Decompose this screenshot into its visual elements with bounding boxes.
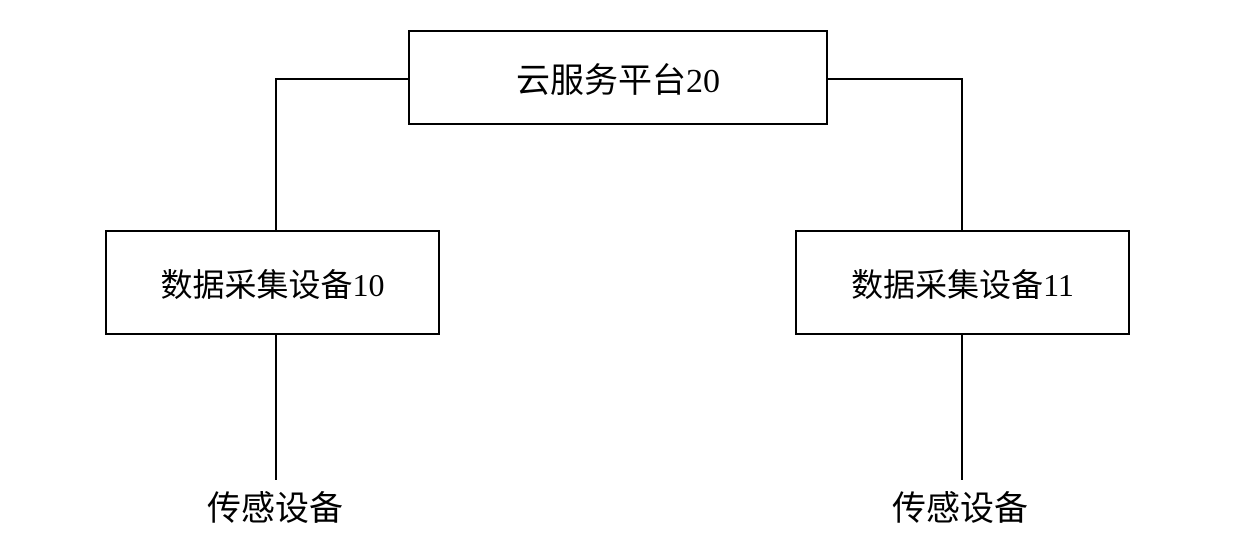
node-sensor-left-label: 传感设备 — [207, 481, 343, 530]
node-data-collector-10: 数据采集设备10 — [105, 230, 440, 335]
edge-left-upper-v — [275, 78, 277, 230]
node-sensor-right-label: 传感设备 — [892, 481, 1028, 530]
node-sensor-right: 传感设备 — [860, 480, 1060, 530]
node-data-collector-11: 数据采集设备11 — [795, 230, 1130, 335]
edge-left-lower-v — [275, 335, 277, 480]
edge-top-to-right-h — [828, 78, 963, 80]
node-data-collector-11-label: 数据采集设备11 — [851, 260, 1074, 306]
edge-right-upper-v — [961, 78, 963, 230]
edge-top-to-left-h — [275, 78, 408, 80]
diagram-container: 云服务平台20 数据采集设备10 数据采集设备11 传感设备 传感设备 — [0, 0, 1240, 547]
edge-right-lower-v — [961, 335, 963, 480]
node-sensor-left: 传感设备 — [175, 480, 375, 530]
node-data-collector-10-label: 数据采集设备10 — [160, 260, 384, 306]
node-cloud-platform: 云服务平台20 — [408, 30, 828, 125]
node-cloud-platform-label: 云服务平台20 — [516, 53, 720, 102]
